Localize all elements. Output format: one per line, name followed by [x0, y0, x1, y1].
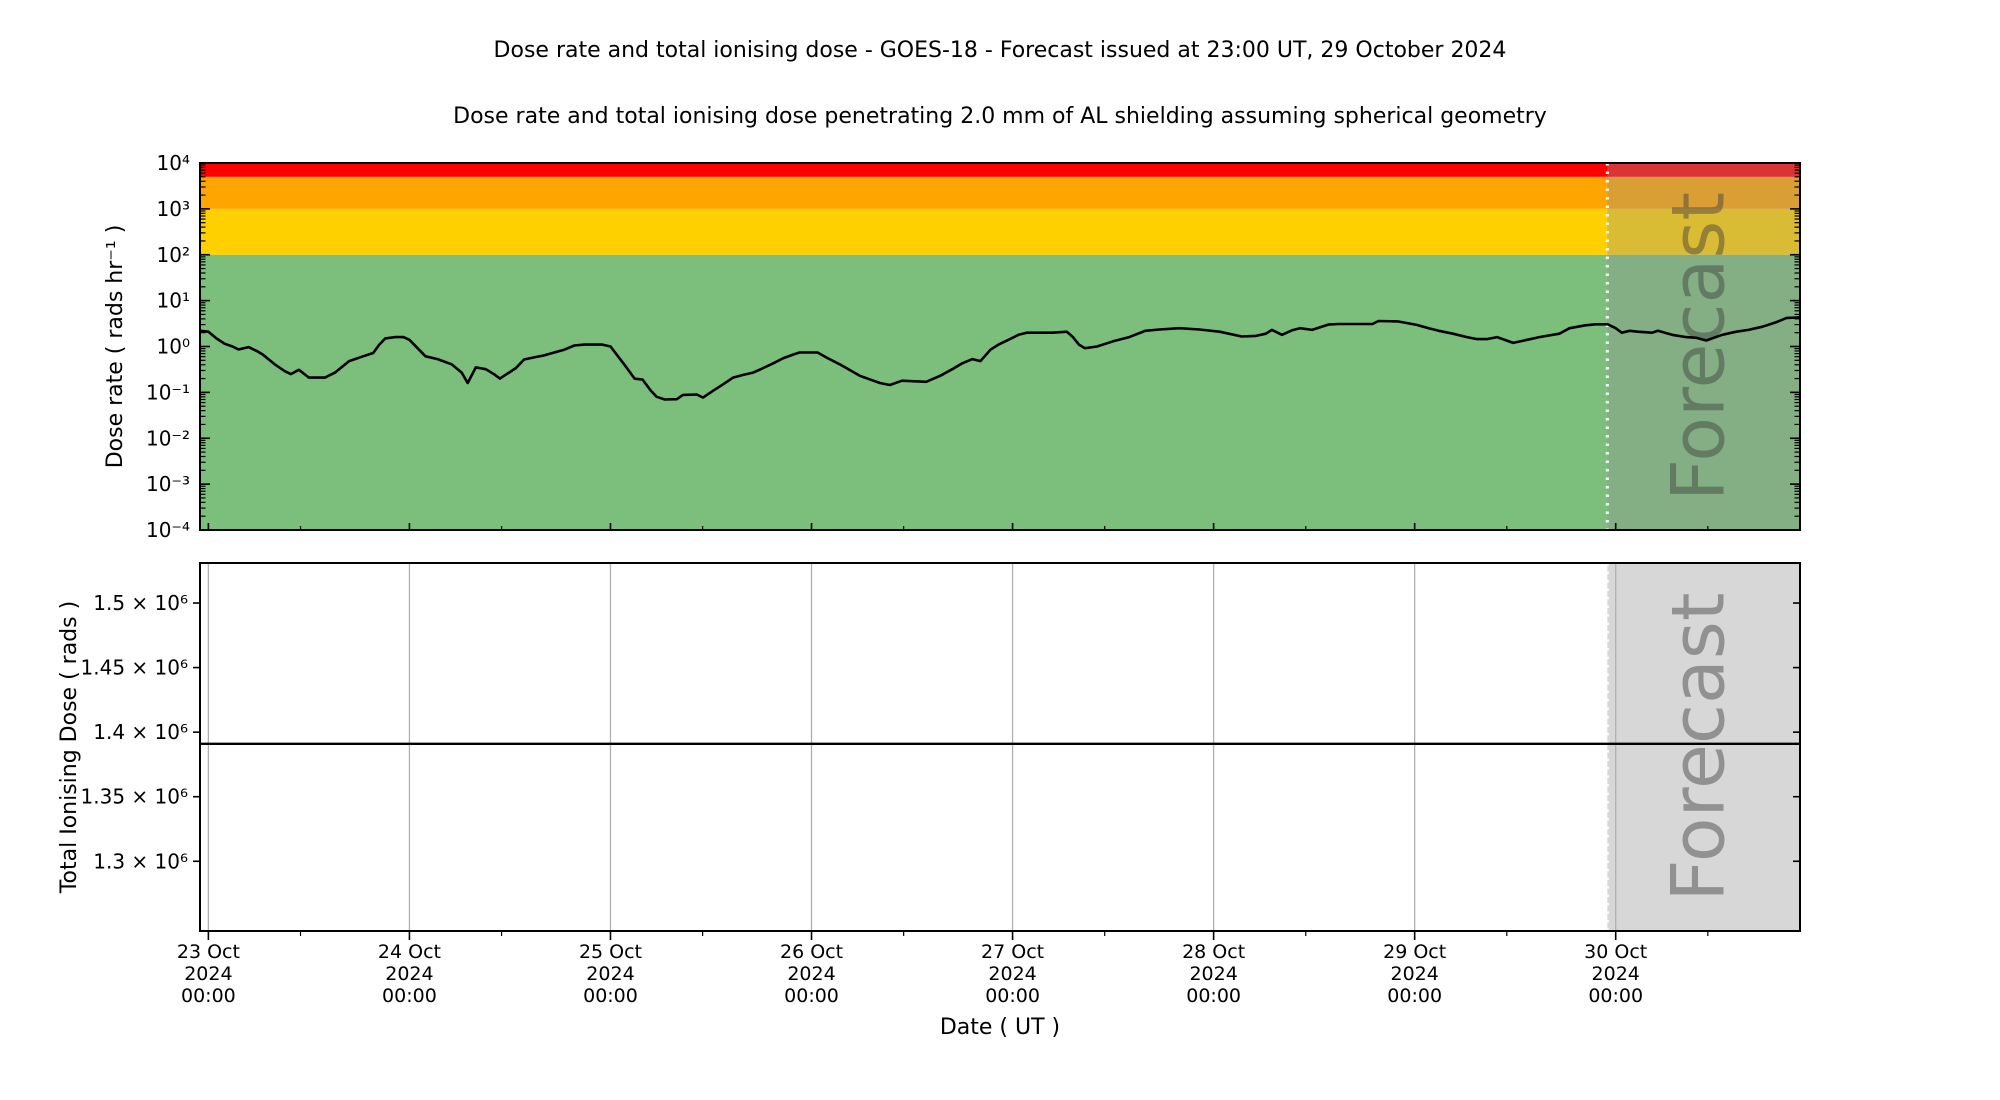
x-axis-label: Date ( UT ): [940, 1015, 1060, 1040]
forecast-overlay-tid: [1607, 563, 1800, 931]
x-tick-label: 2024: [787, 963, 835, 985]
x-tick-label: 24 Oct: [378, 941, 441, 963]
tid-ytick-label: 1.5 × 10⁶: [93, 591, 188, 615]
dose-rate-ytick-label: 10²: [157, 243, 190, 267]
x-tick-label: 00:00: [1186, 985, 1241, 1007]
x-tick-label: 00:00: [181, 985, 236, 1007]
forecast-watermark-top: Forecast: [1657, 192, 1742, 501]
dose-rate-band-yellow: [200, 208, 1800, 255]
forecast-watermark-bottom: Forecast: [1657, 593, 1742, 902]
tid-ylabel: Total Ionising Dose ( rads ): [57, 601, 82, 894]
x-tick-label: 29 Oct: [1383, 941, 1446, 963]
x-tick-label: 2024: [1390, 963, 1438, 985]
x-tick-label: 28 Oct: [1182, 941, 1245, 963]
tid-panel: [199, 562, 1801, 932]
x-tick-label: 26 Oct: [780, 941, 843, 963]
dose-rate-band-red: [200, 163, 1800, 177]
x-tick-label: 27 Oct: [981, 941, 1044, 963]
tid-ytick-label: 1.3 × 10⁶: [93, 849, 188, 873]
x-tick-label: 2024: [988, 963, 1036, 985]
x-tick-label: 2024: [184, 963, 232, 985]
x-tick-label: 00:00: [583, 985, 638, 1007]
x-tick-label: 2024: [1592, 963, 1640, 985]
x-tick-label: 2024: [1189, 963, 1237, 985]
x-tick-label: 00:00: [784, 985, 839, 1007]
x-tick-label: 2024: [385, 963, 433, 985]
forecast-overlay-dose-rate: [1607, 163, 1800, 530]
x-tick-label: 00:00: [1387, 985, 1442, 1007]
dose-rate-band-green: [200, 254, 1800, 530]
x-tick-label: 23 Oct: [177, 941, 240, 963]
dose-rate-ylabel: Dose rate ( rads hr⁻¹ ): [103, 225, 128, 469]
x-tick-label: 2024: [586, 963, 634, 985]
dose-rate-ytick-label: 10¹: [157, 289, 190, 313]
tid-panel-bg: [200, 563, 1800, 931]
dose-rate-ytick-label: 10⁰: [157, 335, 190, 359]
x-tick-label: 00:00: [382, 985, 437, 1007]
dose-rate-ytick-label: 10³: [157, 197, 190, 221]
tid-ytick-label: 1.35 × 10⁶: [81, 785, 188, 809]
dose-rate-ytick-label: 10⁻⁴: [146, 518, 190, 542]
tid-ytick-label: 1.45 × 10⁶: [81, 656, 188, 680]
x-tick-label: 25 Oct: [579, 941, 642, 963]
dose-rate-band-orange: [200, 176, 1800, 209]
x-tick-label: 00:00: [985, 985, 1040, 1007]
dose-rate-ytick-label: 10⁻¹: [146, 380, 190, 404]
tid-ytick-label: 1.4 × 10⁶: [93, 720, 188, 744]
chart-subtitle: Dose rate and total ionising dose penetr…: [453, 104, 1547, 129]
dose-rate-line: [200, 316, 1801, 401]
dose-rate-ytick-label: 10⁻²: [146, 426, 190, 450]
chart-title: Dose rate and total ionising dose - GOES…: [493, 38, 1507, 63]
x-tick-label: 00:00: [1588, 985, 1643, 1007]
dose-rate-ytick-label: 10⁻³: [146, 472, 190, 496]
dose-rate-ytick-label: 10⁴: [157, 151, 190, 175]
x-tick-label: 30 Oct: [1584, 941, 1647, 963]
